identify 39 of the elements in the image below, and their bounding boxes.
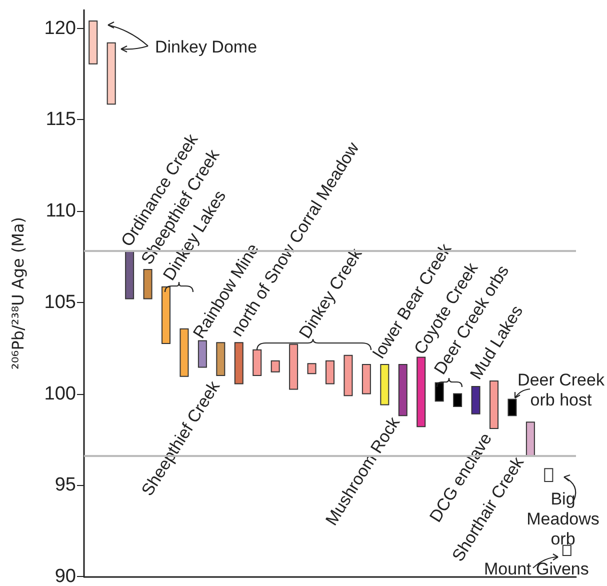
bar [398, 364, 408, 416]
bar [326, 360, 334, 384]
bar [434, 382, 444, 402]
y-tick-label: 105 [44, 292, 76, 313]
bar [234, 342, 244, 384]
annotation: Dinkey Dome [155, 38, 258, 56]
bar [562, 544, 572, 556]
annotation: Deer Creek orb host [518, 370, 605, 410]
bar [307, 363, 316, 374]
bar [471, 386, 480, 414]
bar [289, 344, 298, 390]
bar [544, 468, 554, 482]
bar [252, 349, 262, 376]
y-tick-label: 95 [54, 474, 76, 496]
bar [162, 286, 170, 344]
bar [526, 422, 535, 456]
bar [125, 250, 134, 300]
y-tick-label: 100 [44, 383, 76, 404]
annotation: Mount Givens [484, 560, 589, 578]
y-axis-title: ²⁰⁶Pb/²³⁸U Age (Ma) [8, 216, 28, 370]
bar [508, 398, 517, 416]
bar [106, 42, 116, 105]
bar [270, 360, 280, 372]
bar [490, 380, 498, 429]
bar [362, 364, 371, 394]
y-tick-label: 120 [44, 18, 76, 39]
bar [416, 356, 426, 428]
bar [344, 354, 353, 396]
bar [216, 342, 226, 376]
y-tick-label: 115 [46, 109, 76, 130]
bar [453, 393, 462, 408]
bar [180, 328, 189, 377]
bar [198, 340, 207, 368]
bar [88, 20, 98, 64]
y-tick-label: 110 [46, 200, 76, 222]
annotation: Big Meadows orb [526, 490, 600, 548]
bar [143, 268, 152, 300]
y-tick-label: 90 [54, 566, 76, 586]
bar [380, 364, 390, 406]
